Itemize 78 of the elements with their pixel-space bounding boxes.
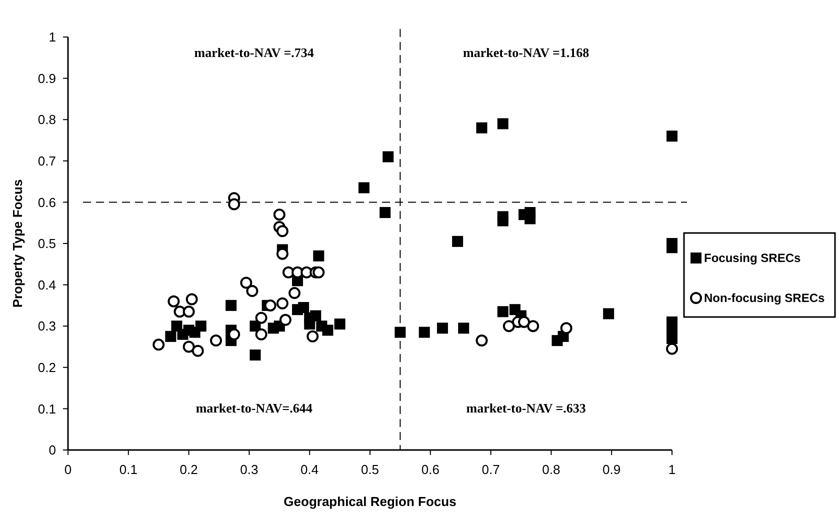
- point: [458, 322, 470, 334]
- annotation: market-to-NAV =.633: [466, 400, 586, 416]
- point: [313, 250, 324, 262]
- x-tick-label: 0: [64, 462, 72, 477]
- point: [603, 308, 614, 320]
- x-tick-label: 0.3: [240, 462, 258, 477]
- point: [518, 316, 530, 328]
- point: [152, 338, 165, 351]
- point: [288, 287, 300, 300]
- point: [334, 318, 346, 330]
- point: [666, 342, 678, 355]
- annotation: market-to-NAV =1.168: [463, 45, 590, 60]
- x-tick-label: 0.9: [602, 462, 621, 477]
- y-tick-label: 0.3: [38, 318, 56, 334]
- point: [276, 297, 288, 310]
- y-axis-title: Property Type Focus: [10, 179, 25, 308]
- point: [436, 322, 448, 334]
- y-tick-label: 0.5: [38, 236, 56, 252]
- point: [165, 330, 176, 342]
- point: [452, 236, 464, 247]
- point: [226, 300, 237, 311]
- point: [171, 320, 182, 332]
- point: [322, 324, 334, 336]
- point: [394, 326, 406, 338]
- point: [560, 322, 572, 334]
- y-tick-label: 0.4: [38, 277, 56, 292]
- point: [312, 266, 325, 278]
- point: [279, 314, 292, 326]
- point: [276, 225, 288, 238]
- point: [210, 334, 222, 347]
- y-tick-label: 0.2: [38, 360, 56, 375]
- y-tick-label: 0.1: [38, 401, 56, 416]
- point: [476, 334, 488, 347]
- y-tick-label: 0.9: [38, 70, 56, 86]
- point: [476, 122, 488, 134]
- point: [182, 306, 195, 318]
- x-axis-title: Geographical Region Focus: [284, 494, 456, 509]
- x-tick-label: 0.4: [300, 462, 319, 477]
- point: [298, 302, 310, 314]
- point: [168, 295, 180, 308]
- annotation: market-to-NAV =.734: [194, 45, 314, 60]
- point: [382, 151, 394, 162]
- x-tick-label: 0.6: [421, 462, 440, 477]
- point: [306, 330, 319, 342]
- point: [380, 207, 391, 218]
- x-tick-label: 0.5: [360, 462, 380, 477]
- point: [497, 306, 508, 318]
- annotation: market-to-NAV=.644: [196, 400, 313, 416]
- point: [246, 284, 258, 297]
- point: [182, 340, 195, 353]
- point: [497, 211, 508, 222]
- x-tick-label: 0.7: [482, 462, 500, 477]
- point: [418, 326, 430, 338]
- point: [502, 320, 515, 332]
- x-tick-label: 0.1: [119, 462, 138, 477]
- point: [195, 320, 206, 332]
- point: [192, 344, 204, 357]
- point: [255, 328, 268, 340]
- x-tick-label: 1: [668, 462, 676, 477]
- point: [497, 118, 508, 130]
- point: [273, 208, 286, 221]
- x-tick-label: 0.8: [542, 462, 560, 477]
- point: [666, 130, 678, 142]
- y-tick-label: 0.8: [38, 112, 56, 128]
- point: [228, 198, 240, 210]
- point: [358, 182, 370, 194]
- y-tick-label: 0.7: [38, 153, 56, 168]
- x-tick-label: 0.2: [180, 462, 198, 477]
- point: [250, 350, 261, 361]
- point: [186, 293, 198, 306]
- point: [255, 312, 268, 324]
- y-tick-label: 0: [48, 442, 56, 458]
- point: [240, 276, 252, 289]
- legend-label: Non-focusing SRECs: [704, 291, 825, 306]
- y-tick-label: 0.6: [38, 194, 56, 210]
- point: [527, 320, 540, 332]
- y-tick-label: 1: [48, 30, 56, 45]
- legend-label: Focusing SRECs: [704, 251, 802, 266]
